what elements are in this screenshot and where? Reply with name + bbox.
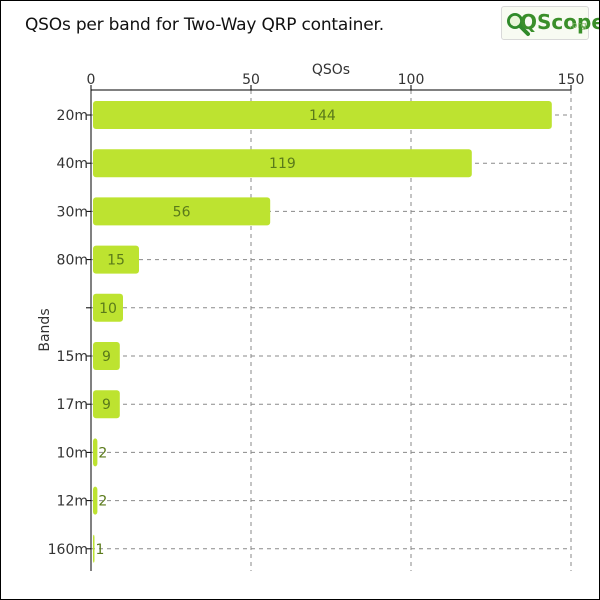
x-tick-label: 150 [558, 72, 585, 88]
y-tick-label: 17m [57, 397, 88, 413]
bar-value-label: 10 [99, 301, 117, 317]
y-tick-label: 10m [57, 445, 88, 461]
y-ticks: 20m 40m 30m 80m 15m 17m 10m 12m 160m [48, 108, 91, 558]
bar-value-label: 56 [173, 204, 191, 220]
y-tick-label: 30m [57, 204, 88, 220]
bar [93, 149, 472, 178]
x-ticks: 0 50 100 150 [87, 72, 585, 90]
bar [93, 101, 552, 129]
qscope-logo: QScope .org [501, 6, 599, 40]
bar [93, 390, 120, 419]
bar-value-label: 9 [102, 349, 111, 365]
bar-value-label: 2 [98, 494, 107, 510]
bar [93, 486, 98, 515]
bar-value-label: 144 [309, 108, 336, 124]
y-tick-label: 15m [57, 349, 88, 365]
bar-value-label: 9 [102, 397, 111, 413]
bar-value-label: 2 [98, 445, 107, 461]
magnifier-icon [507, 13, 530, 36]
bar [93, 534, 95, 563]
y-tick-label: 40m [57, 156, 88, 172]
bar-value-label: 15 [107, 253, 125, 269]
logo-suffix: .org [569, 21, 587, 31]
bar [93, 197, 271, 226]
x-axis-label: QSOs [312, 62, 350, 78]
bar [93, 438, 98, 467]
logo-text: QScope [520, 10, 600, 34]
bar-value-label: 1 [96, 542, 105, 558]
bar [93, 293, 123, 322]
y-tick-label: 80m [57, 253, 88, 269]
bar [93, 342, 120, 370]
y-axis-label: Bands [37, 308, 53, 351]
bars: 144 119 56 15 10 9 9 2 2 1 [93, 101, 552, 563]
bar-value-label: 119 [269, 156, 296, 172]
chart-title: QSOs per band for Two-Way QRP container. [25, 15, 384, 35]
x-tick-label: 100 [398, 72, 425, 88]
y-tick-label: 20m [57, 108, 88, 124]
x-tick-label: 0 [87, 72, 96, 88]
y-tick-label: 12m [57, 494, 88, 510]
x-tick-label: 50 [242, 72, 260, 88]
bar [93, 245, 139, 274]
y-tick-label: 160m [48, 542, 88, 558]
axes [90, 89, 571, 571]
